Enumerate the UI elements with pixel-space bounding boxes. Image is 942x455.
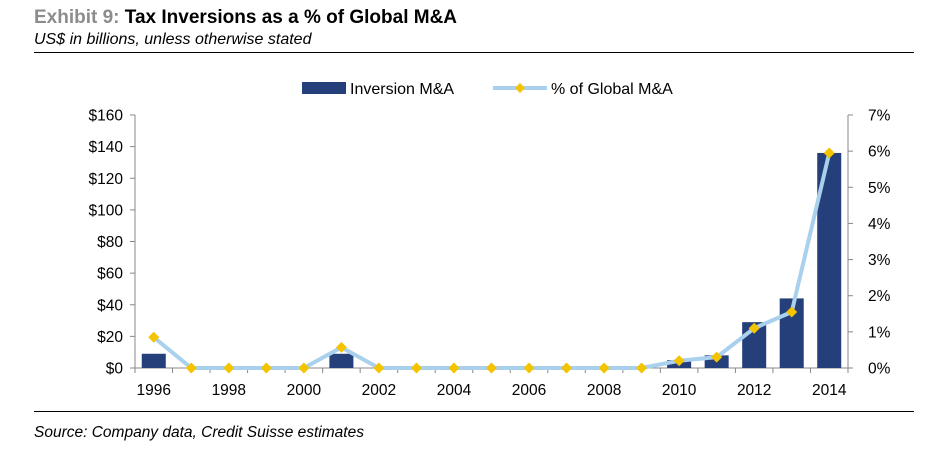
line-point [561, 362, 573, 374]
x-tick-label: 2006 [512, 382, 546, 399]
bar-series [141, 152, 842, 368]
x-tick-label: 2010 [662, 382, 697, 399]
x-tick-label: 2000 [287, 382, 322, 399]
chart-subtitle: US$ in billions, unless otherwise stated [34, 30, 914, 53]
legend-label-line: % of Global M&A [551, 81, 673, 98]
title-text: Tax Inversions as a % of Global M&A [124, 7, 458, 28]
line-point [486, 362, 497, 374]
source-note: Source: Company data, Credit Suisse esti… [34, 424, 364, 441]
line-point [448, 362, 460, 374]
y-right-tick-label: 1% [868, 324, 891, 341]
y-left-tick-label: $20 [97, 329, 123, 346]
line-point [636, 362, 648, 374]
y-right-tick-label: 4% [868, 216, 891, 233]
y-right-tick-label: 2% [868, 288, 891, 305]
y-right-tick-label: 5% [868, 180, 891, 197]
y-right-tick-label: 7% [868, 108, 891, 125]
line-point [260, 362, 272, 374]
line-point [185, 362, 197, 374]
chart-header: Exhibit 9: Tax Inversions as a % of Glob… [34, 6, 914, 53]
line-point [523, 362, 535, 374]
y-left-tick-label: $40 [97, 297, 123, 314]
y-left-tick-label: $80 [97, 234, 123, 251]
y-left-tick-label: $120 [89, 171, 124, 188]
line-point [373, 362, 385, 374]
line-point [148, 331, 160, 343]
x-tick-label: 2002 [362, 382, 396, 399]
line-series [148, 147, 835, 374]
y-left-tick-label: $0 [106, 361, 124, 378]
bar [141, 353, 166, 368]
line-point [748, 322, 760, 334]
chart-title: Exhibit 9: Tax Inversions as a % of Glob… [34, 6, 914, 30]
line-point [711, 351, 723, 363]
x-tick-label: 2014 [812, 382, 847, 399]
y-left-tick-label: $60 [97, 266, 123, 283]
x-tick-label: 2008 [587, 382, 621, 399]
x-tick-label: 2012 [737, 382, 771, 399]
line-point [673, 355, 685, 367]
line-point [823, 147, 835, 159]
line-path [152, 152, 832, 370]
line-point [786, 306, 798, 318]
legend: Inversion M&A % of Global M&A [302, 81, 673, 98]
line-point [598, 362, 610, 374]
line-point [298, 362, 310, 374]
axes: $0 $20 $40 $60 $80 $100 $120 $140 $160 0% 1% 2% 3% 4%… [89, 108, 891, 400]
y-right-tick-label: 3% [868, 252, 891, 269]
x-tick-label: 1998 [212, 382, 246, 399]
legend-swatch-bar [302, 82, 346, 94]
bar [329, 353, 354, 368]
y-left-tick-label: $140 [89, 139, 124, 156]
line-point [223, 362, 235, 374]
line-point [410, 362, 422, 374]
y-right-tick-label: 0% [868, 361, 891, 378]
legend-swatch-marker [515, 83, 525, 93]
bottom-rule [34, 411, 914, 412]
x-tick-label: 2004 [437, 382, 472, 399]
y-left-tick-label: $100 [89, 202, 124, 219]
exhibit-label: Exhibit 9: [34, 7, 120, 28]
y-left-tick-label: $160 [89, 108, 124, 125]
x-tick-label: 1996 [137, 382, 171, 399]
line-point [335, 341, 347, 353]
y-right-tick-label: 6% [868, 144, 891, 161]
legend-label-bar: Inversion M&A [350, 81, 454, 98]
